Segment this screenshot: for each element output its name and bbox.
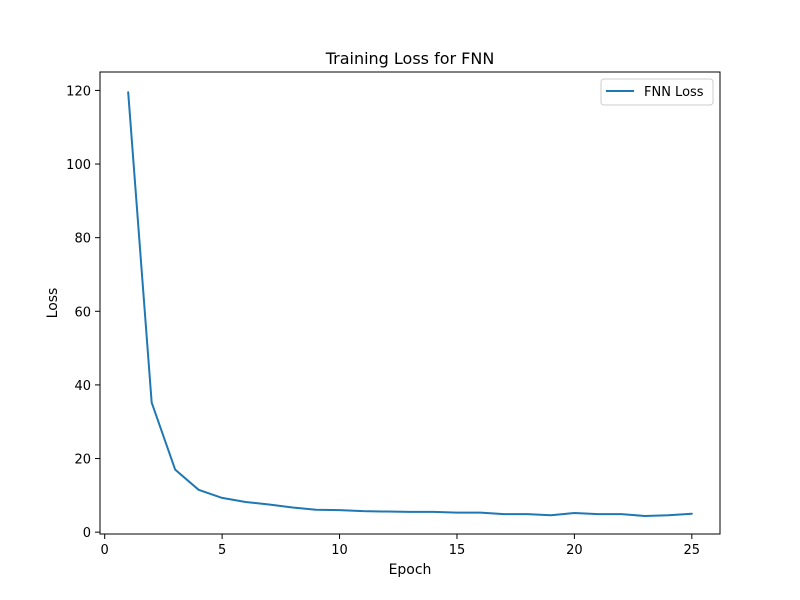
legend-label-fnn-loss: FNN Loss — [644, 85, 704, 100]
x-tick-label: 20 — [566, 543, 583, 558]
y-axis-ticks: 0 20 40 60 80 100 120 — [66, 84, 100, 541]
x-tick-label: 0 — [101, 543, 109, 558]
y-tick-label: 60 — [74, 305, 91, 320]
series-line-fnn-loss — [127, 91, 693, 517]
x-tick-label: 25 — [684, 543, 701, 558]
x-tick-label: 10 — [331, 543, 348, 558]
x-tick-label: 15 — [449, 543, 466, 558]
y-tick-label: 20 — [74, 453, 91, 468]
x-tick-label: 5 — [218, 543, 226, 558]
y-tick-label: 100 — [66, 158, 91, 173]
y-tick-label: 80 — [74, 232, 91, 247]
y-axis-label: Loss — [45, 288, 61, 319]
y-tick-label: 0 — [83, 526, 91, 541]
chart-title: Training Loss for FNN — [325, 49, 495, 68]
plot-area-frame — [99, 71, 721, 535]
legend: FNN Loss — [600, 78, 714, 106]
y-tick-label: 120 — [66, 84, 91, 99]
legend-box — [600, 78, 714, 106]
x-axis-ticks: 0 5 10 15 20 25 — [101, 534, 701, 558]
x-axis-label: Epoch — [389, 562, 432, 578]
y-tick-label: 40 — [74, 379, 91, 394]
